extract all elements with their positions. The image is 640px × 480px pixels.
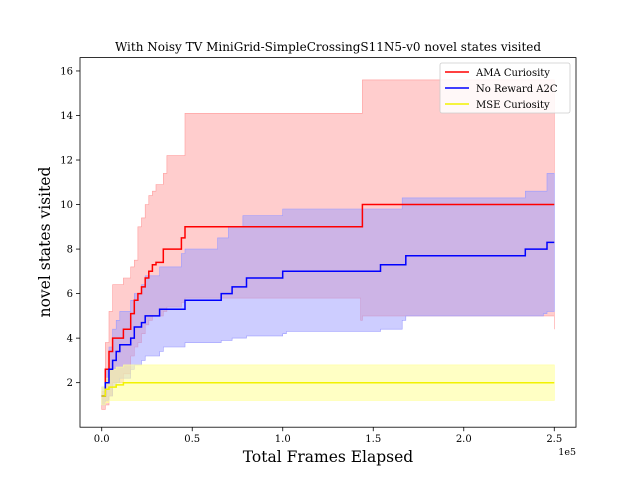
legend-box bbox=[439, 62, 571, 114]
x-tick-label: 0.0 bbox=[94, 434, 110, 445]
band-mse-curiosity bbox=[101, 364, 555, 406]
legend-label-mse: MSE Curiosity bbox=[476, 100, 550, 111]
chart-title: With Noisy TV MiniGrid-SimpleCrossingS11… bbox=[115, 40, 541, 54]
x-tick-label: 1.5 bbox=[365, 434, 381, 445]
y-axis-label: novel states visited bbox=[36, 167, 54, 318]
y-tick-label: 14 bbox=[60, 111, 73, 122]
x-axis-ticks: 0.0 0.5 1.0 1.5 2.0 2.5 bbox=[94, 427, 562, 445]
legend-label-ama: AMA Curiosity bbox=[475, 68, 550, 79]
x-tick-label: 2.5 bbox=[546, 434, 562, 445]
x-tick-label: 1.0 bbox=[275, 434, 291, 445]
x-axis-offset-label: 1e5 bbox=[558, 447, 576, 458]
y-tick-label: 16 bbox=[60, 66, 73, 77]
series-line-mse-curiosity bbox=[101, 381, 555, 397]
series-lines bbox=[101, 203, 555, 397]
legend: AMA Curiosity No Reward A2C MSE Curiosit… bbox=[439, 62, 571, 114]
series-line-ama-curiosity bbox=[101, 203, 555, 397]
x-tick-label: 0.5 bbox=[184, 434, 200, 445]
x-axis-label: Total Frames Elapsed bbox=[243, 448, 414, 466]
plot-frame bbox=[79, 57, 577, 428]
series-line-no-reward-a2c bbox=[101, 241, 555, 397]
y-tick-label: 12 bbox=[60, 156, 73, 167]
x-tick-label: 2.0 bbox=[456, 434, 472, 445]
y-axis-ticks: 2 4 6 8 10 12 14 16 bbox=[60, 66, 80, 389]
legend-label-a2c: No Reward A2C bbox=[476, 84, 558, 95]
y-tick-label: 2 bbox=[67, 378, 73, 389]
y-tick-label: 4 bbox=[67, 334, 73, 345]
y-tick-label: 6 bbox=[67, 289, 73, 300]
y-tick-label: 8 bbox=[67, 245, 73, 256]
y-tick-label: 10 bbox=[60, 200, 73, 211]
confidence-bands bbox=[101, 79, 555, 410]
